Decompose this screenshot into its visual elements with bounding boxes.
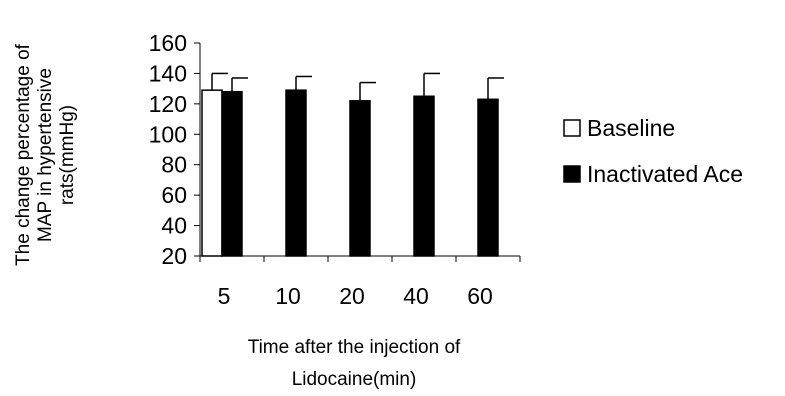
x-tick-label: 20: [339, 283, 365, 309]
x-axis-title-line-2: Lidocaine(min): [292, 369, 417, 390]
y-axis-title-line-3: rats(mmHg): [57, 105, 78, 205]
legend: Baseline Inactivated Ace: [563, 115, 743, 187]
x-tick-label: 40: [403, 283, 429, 309]
bar-inactivated-ace: [477, 98, 499, 257]
legend-swatch-baseline: [563, 119, 581, 137]
y-tick-label: 160: [149, 30, 187, 56]
y-axis-title-line-1: The change percentage of: [13, 43, 34, 266]
bar-inactivated-ace: [349, 100, 371, 257]
x-ticks: 5 10 20 40 60: [199, 256, 521, 309]
y-tick-label: 60: [161, 182, 187, 208]
legend-label: Inactivated Ace: [587, 161, 743, 187]
x-tick-label: 5: [218, 283, 231, 309]
bar-inactivated-ace: [413, 95, 435, 257]
y-ticks: 20 40 60 80 100 120 140 160: [149, 30, 200, 269]
y-tick-label: 20: [161, 243, 187, 269]
legend-label: Baseline: [587, 115, 675, 141]
y-tick-label: 120: [149, 91, 187, 117]
bar-inactivated-ace: [285, 89, 307, 257]
y-tick-label: 100: [149, 121, 187, 147]
y-tick-label: 140: [149, 60, 187, 86]
legend-swatch-inactivated-ace: [563, 165, 581, 183]
y-tick-label: 40: [161, 213, 187, 239]
y-axis-title-line-2: MAP in hypertensive: [35, 68, 56, 242]
x-tick-label: 60: [467, 283, 493, 309]
bars: [201, 72, 504, 257]
x-tick-label: 10: [275, 283, 301, 309]
y-tick-label: 80: [161, 152, 187, 178]
y-axis-title: The change percentage of MAP in hyperten…: [13, 43, 78, 266]
x-axis-title: Time after the injection of Lidocaine(mi…: [248, 337, 461, 390]
x-axis-title-line-1: Time after the injection of: [248, 337, 461, 358]
bar-inactivated-ace: [221, 90, 243, 257]
bar-baseline: [201, 89, 223, 257]
